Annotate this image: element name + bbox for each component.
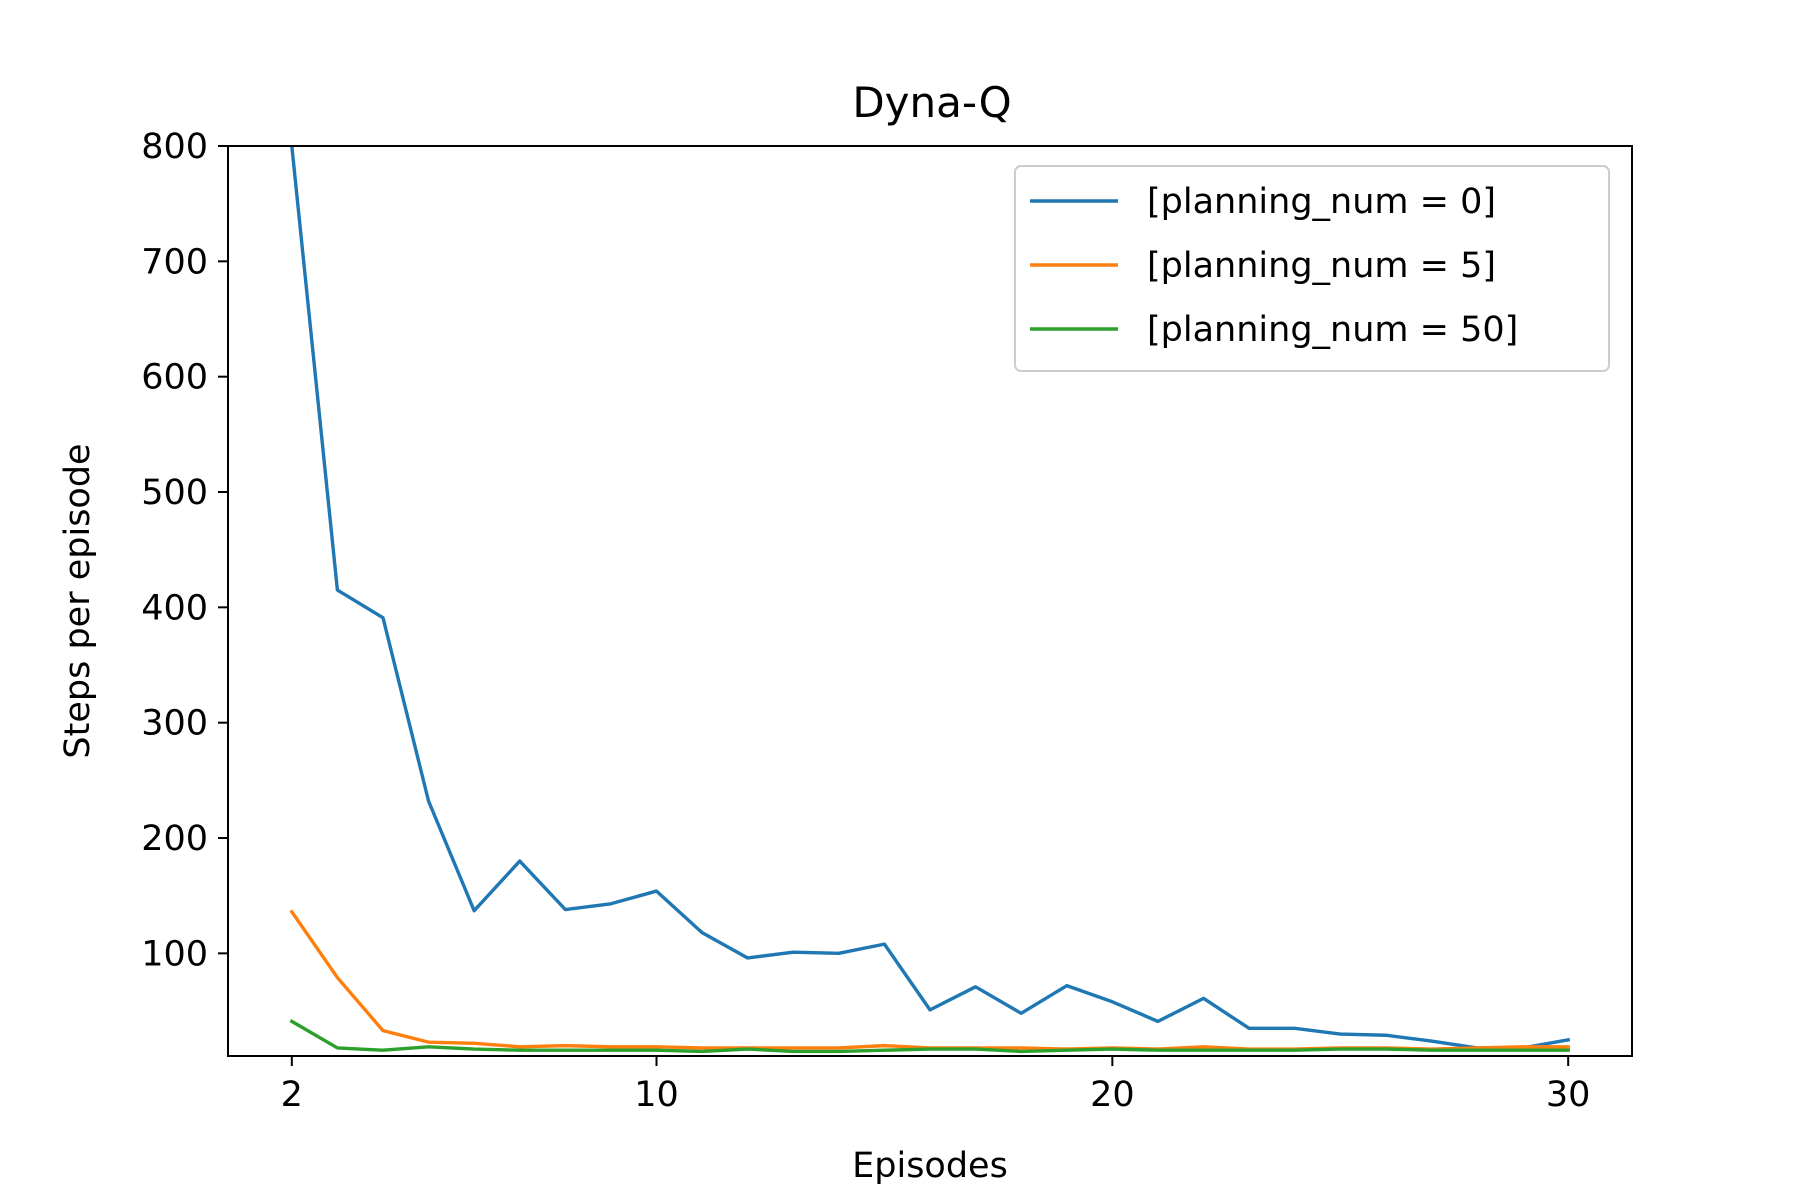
x-axis-ticks: 2 10 20 30 (281, 1056, 1591, 1115)
x-tick-label-0: 2 (281, 1075, 303, 1115)
chart-title: Dyna-Q (852, 78, 1011, 127)
legend-box (1014, 165, 1610, 372)
y-tick-label-6: 700 (141, 242, 208, 282)
x-axis-label: Episodes (852, 1146, 1008, 1186)
x-tick-label-2: 20 (1090, 1075, 1135, 1115)
y-tick-label-5: 600 (141, 358, 208, 398)
series-line-2 (289, 1019, 1570, 1054)
x-tick-label-3: 30 (1546, 1075, 1591, 1115)
y-tick-label-4: 500 (141, 473, 208, 513)
y-tick-label-3: 400 (141, 588, 208, 628)
plot-frame (227, 145, 1633, 1057)
legend-label-2: [planning_num = 50] (1147, 310, 1518, 350)
legend: [planning_num = 0] [planning_num = 5] [pla… (1014, 165, 1610, 372)
x-tick-label-1: 10 (634, 1075, 679, 1115)
series-layer (289, 146, 1571, 1054)
y-tick-label-0: 100 (141, 934, 208, 974)
y-axis-label: Steps per episode (58, 443, 98, 758)
y-tick-label-1: 200 (141, 819, 208, 859)
series-line-0 (290, 146, 1571, 1050)
legend-label-1: [planning_num = 5] (1147, 246, 1496, 286)
y-tick-label-2: 300 (141, 704, 208, 744)
legend-label-0: [planning_num = 0] (1147, 182, 1496, 222)
y-axis-ticks: 100 200 300 400 500 600 700 800 (141, 127, 228, 974)
y-tick-label-7: 800 (141, 127, 208, 167)
